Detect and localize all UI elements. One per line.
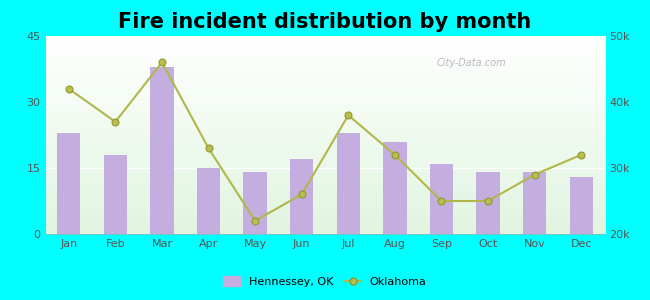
Bar: [104, 155, 127, 234]
Bar: [384, 142, 406, 234]
Bar: [197, 168, 220, 234]
Title: Fire incident distribution by month: Fire incident distribution by month: [118, 12, 532, 32]
Text: City-Data.com: City-Data.com: [437, 58, 506, 68]
Bar: [476, 172, 500, 234]
Bar: [523, 172, 546, 234]
Bar: [569, 177, 593, 234]
Bar: [244, 172, 266, 234]
Bar: [290, 159, 313, 234]
Bar: [57, 133, 81, 234]
Bar: [430, 164, 453, 234]
Bar: [337, 133, 360, 234]
Legend: Hennessey, OK, Oklahoma: Hennessey, OK, Oklahoma: [219, 272, 431, 291]
Bar: [150, 67, 174, 234]
